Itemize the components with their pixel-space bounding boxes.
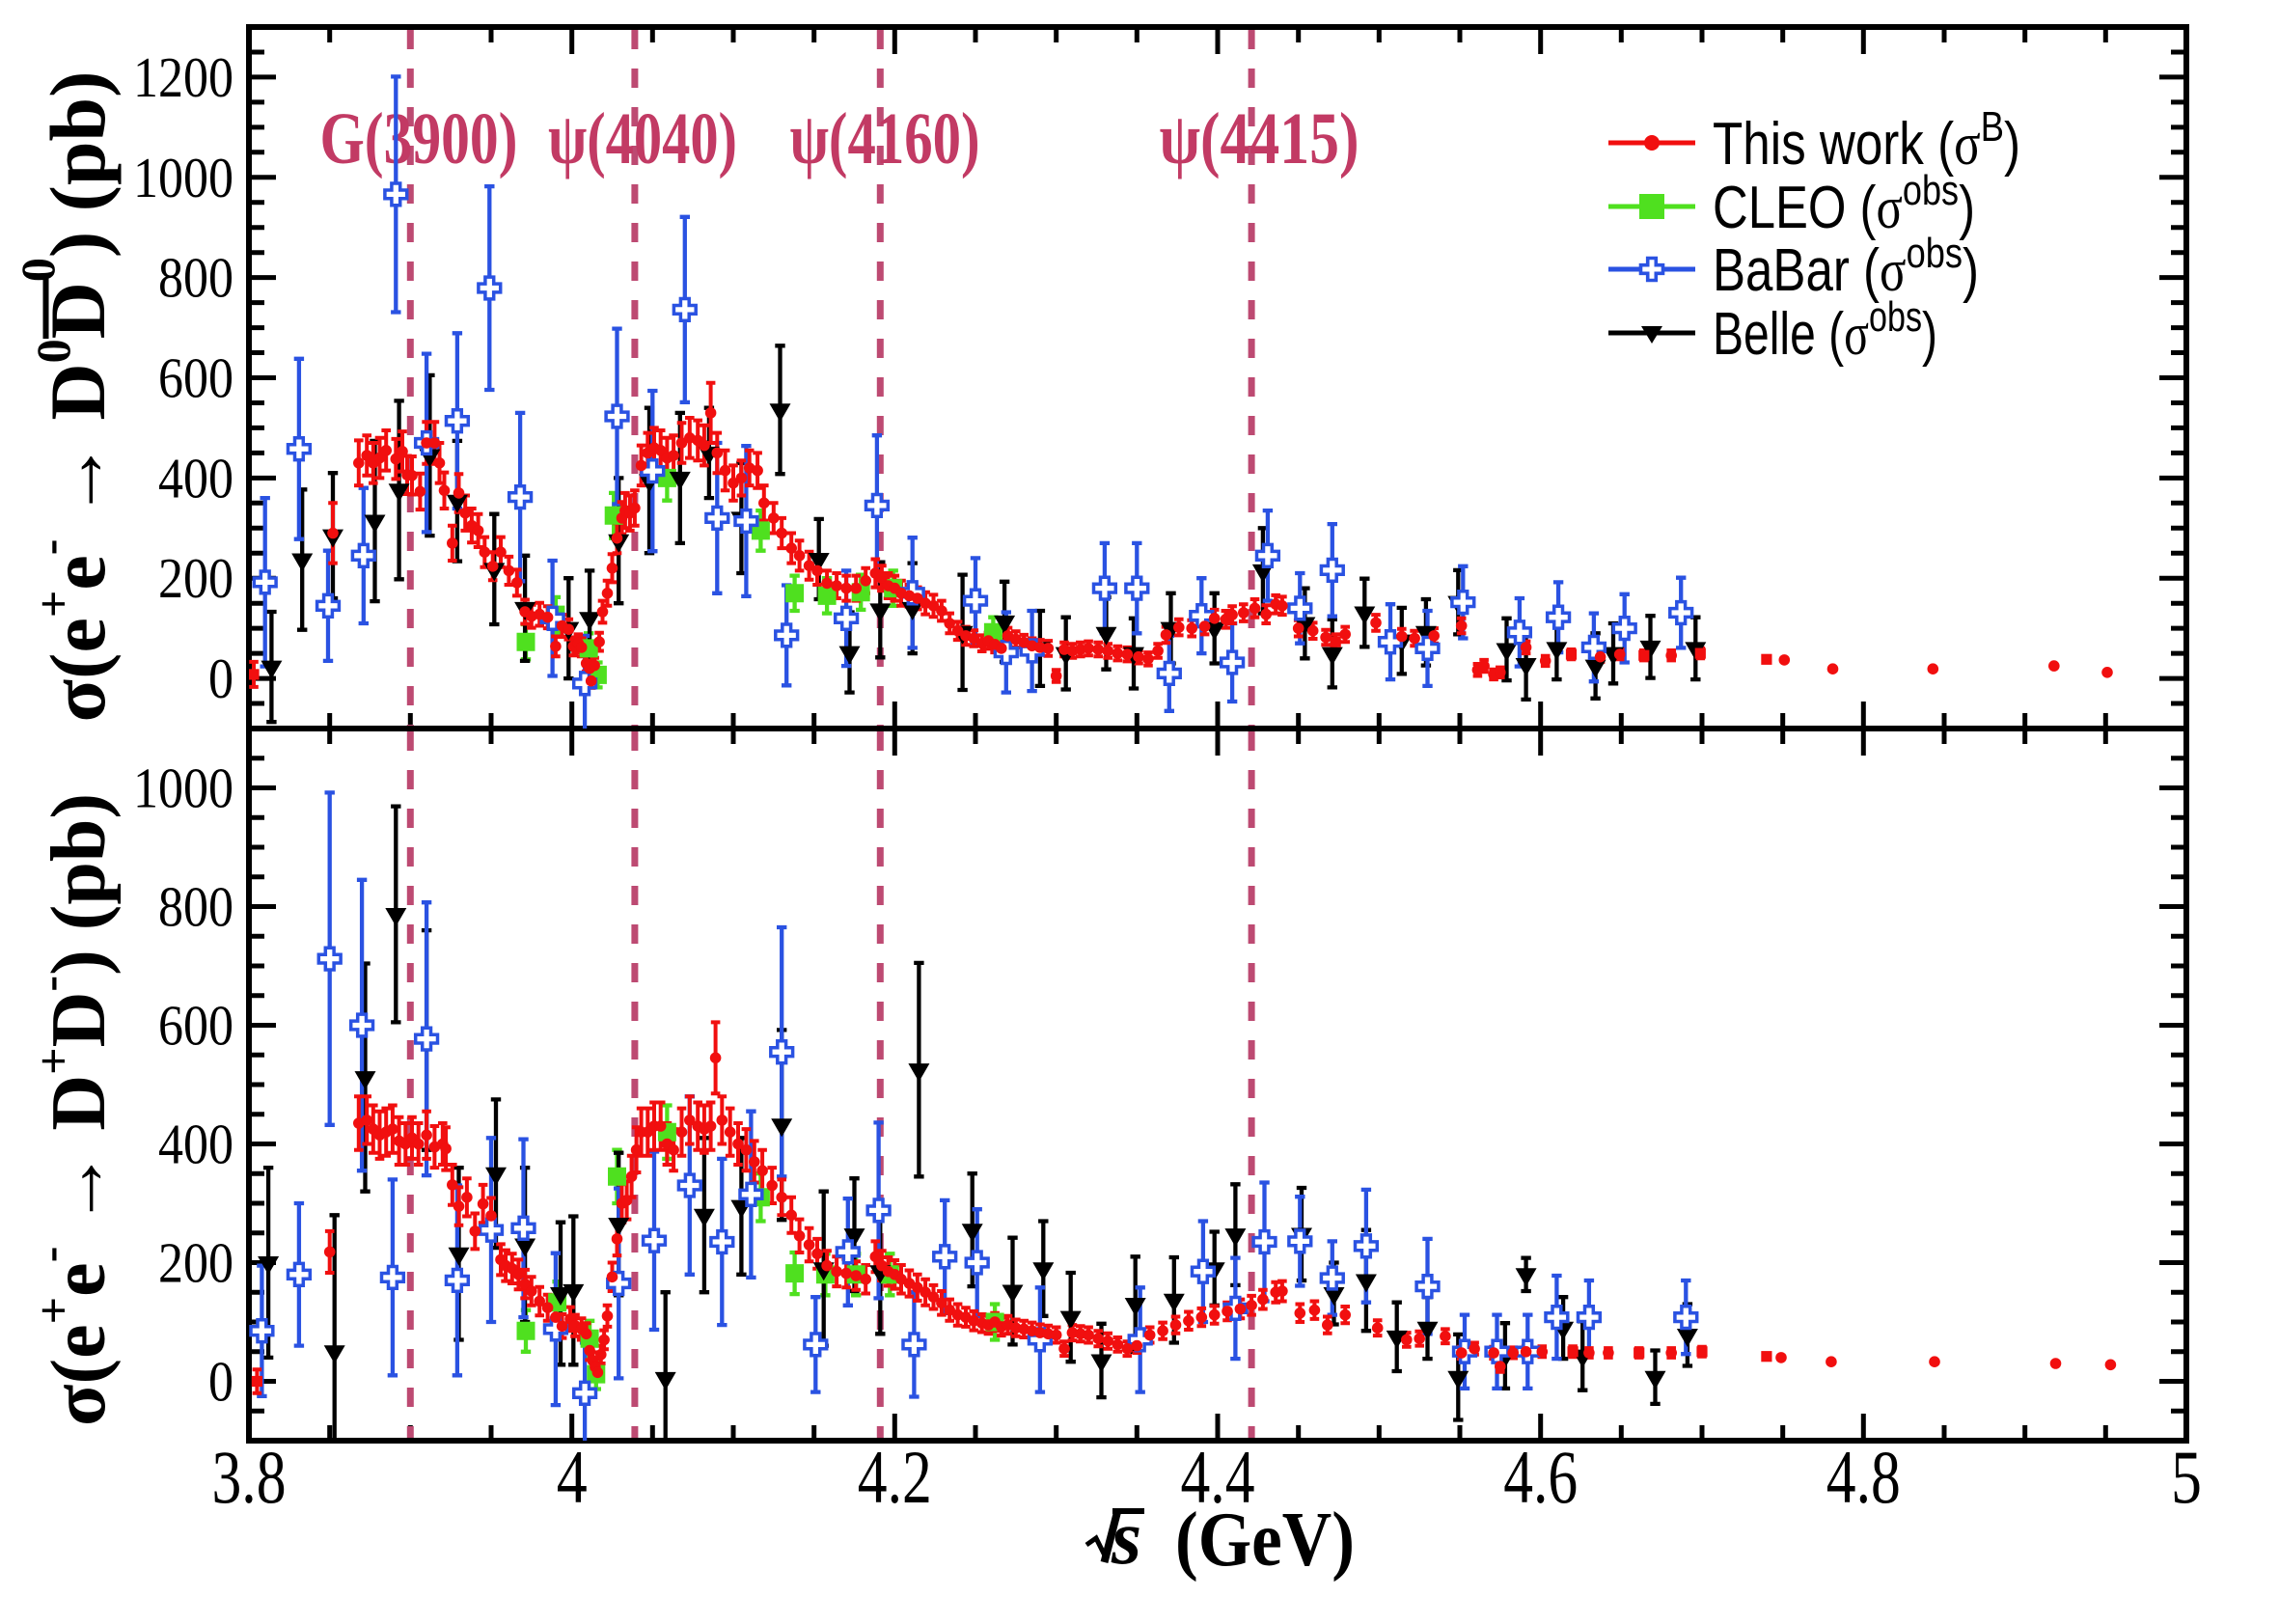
svg-text:800: 800 [158,875,233,939]
svg-text:4.2: 4.2 [858,1435,932,1519]
svg-text:3.8: 3.8 [212,1435,287,1519]
svg-text:σ(e+e- → D+D-) (pb): σ(e+e- → D+D-) (pb) [22,793,122,1426]
svg-text:5: 5 [2171,1435,2202,1519]
svg-text:G(3900): G(3900) [320,98,518,179]
svg-text:800: 800 [158,246,233,310]
svg-text:600: 600 [158,346,233,410]
svg-text:200: 200 [158,546,233,610]
svg-text:600: 600 [158,994,233,1058]
svg-text:(GeV): (GeV) [1175,1498,1355,1583]
svg-text:1000: 1000 [133,146,233,209]
svg-text:ψ(4160): ψ(4160) [790,98,980,179]
svg-text:4.8: 4.8 [1826,1435,1901,1519]
svg-text:4: 4 [557,1435,588,1519]
svg-text:1200: 1200 [133,45,233,109]
svg-text:ψ(4040): ψ(4040) [548,98,737,179]
svg-text:4.4: 4.4 [1181,1435,1255,1519]
svg-text:BaBar (σobs): BaBar (σobs) [1713,230,1979,304]
svg-text:400: 400 [158,446,233,509]
svg-text:0: 0 [208,1350,233,1414]
svg-text:4.6: 4.6 [1503,1435,1578,1519]
svg-text:1000: 1000 [133,757,233,820]
svg-text:This work (σB): This work (σB) [1713,103,2020,178]
svg-text:ψ(4415): ψ(4415) [1160,98,1359,179]
svg-text:200: 200 [158,1231,233,1295]
svg-text:400: 400 [158,1113,233,1176]
svg-text:0: 0 [208,647,233,710]
